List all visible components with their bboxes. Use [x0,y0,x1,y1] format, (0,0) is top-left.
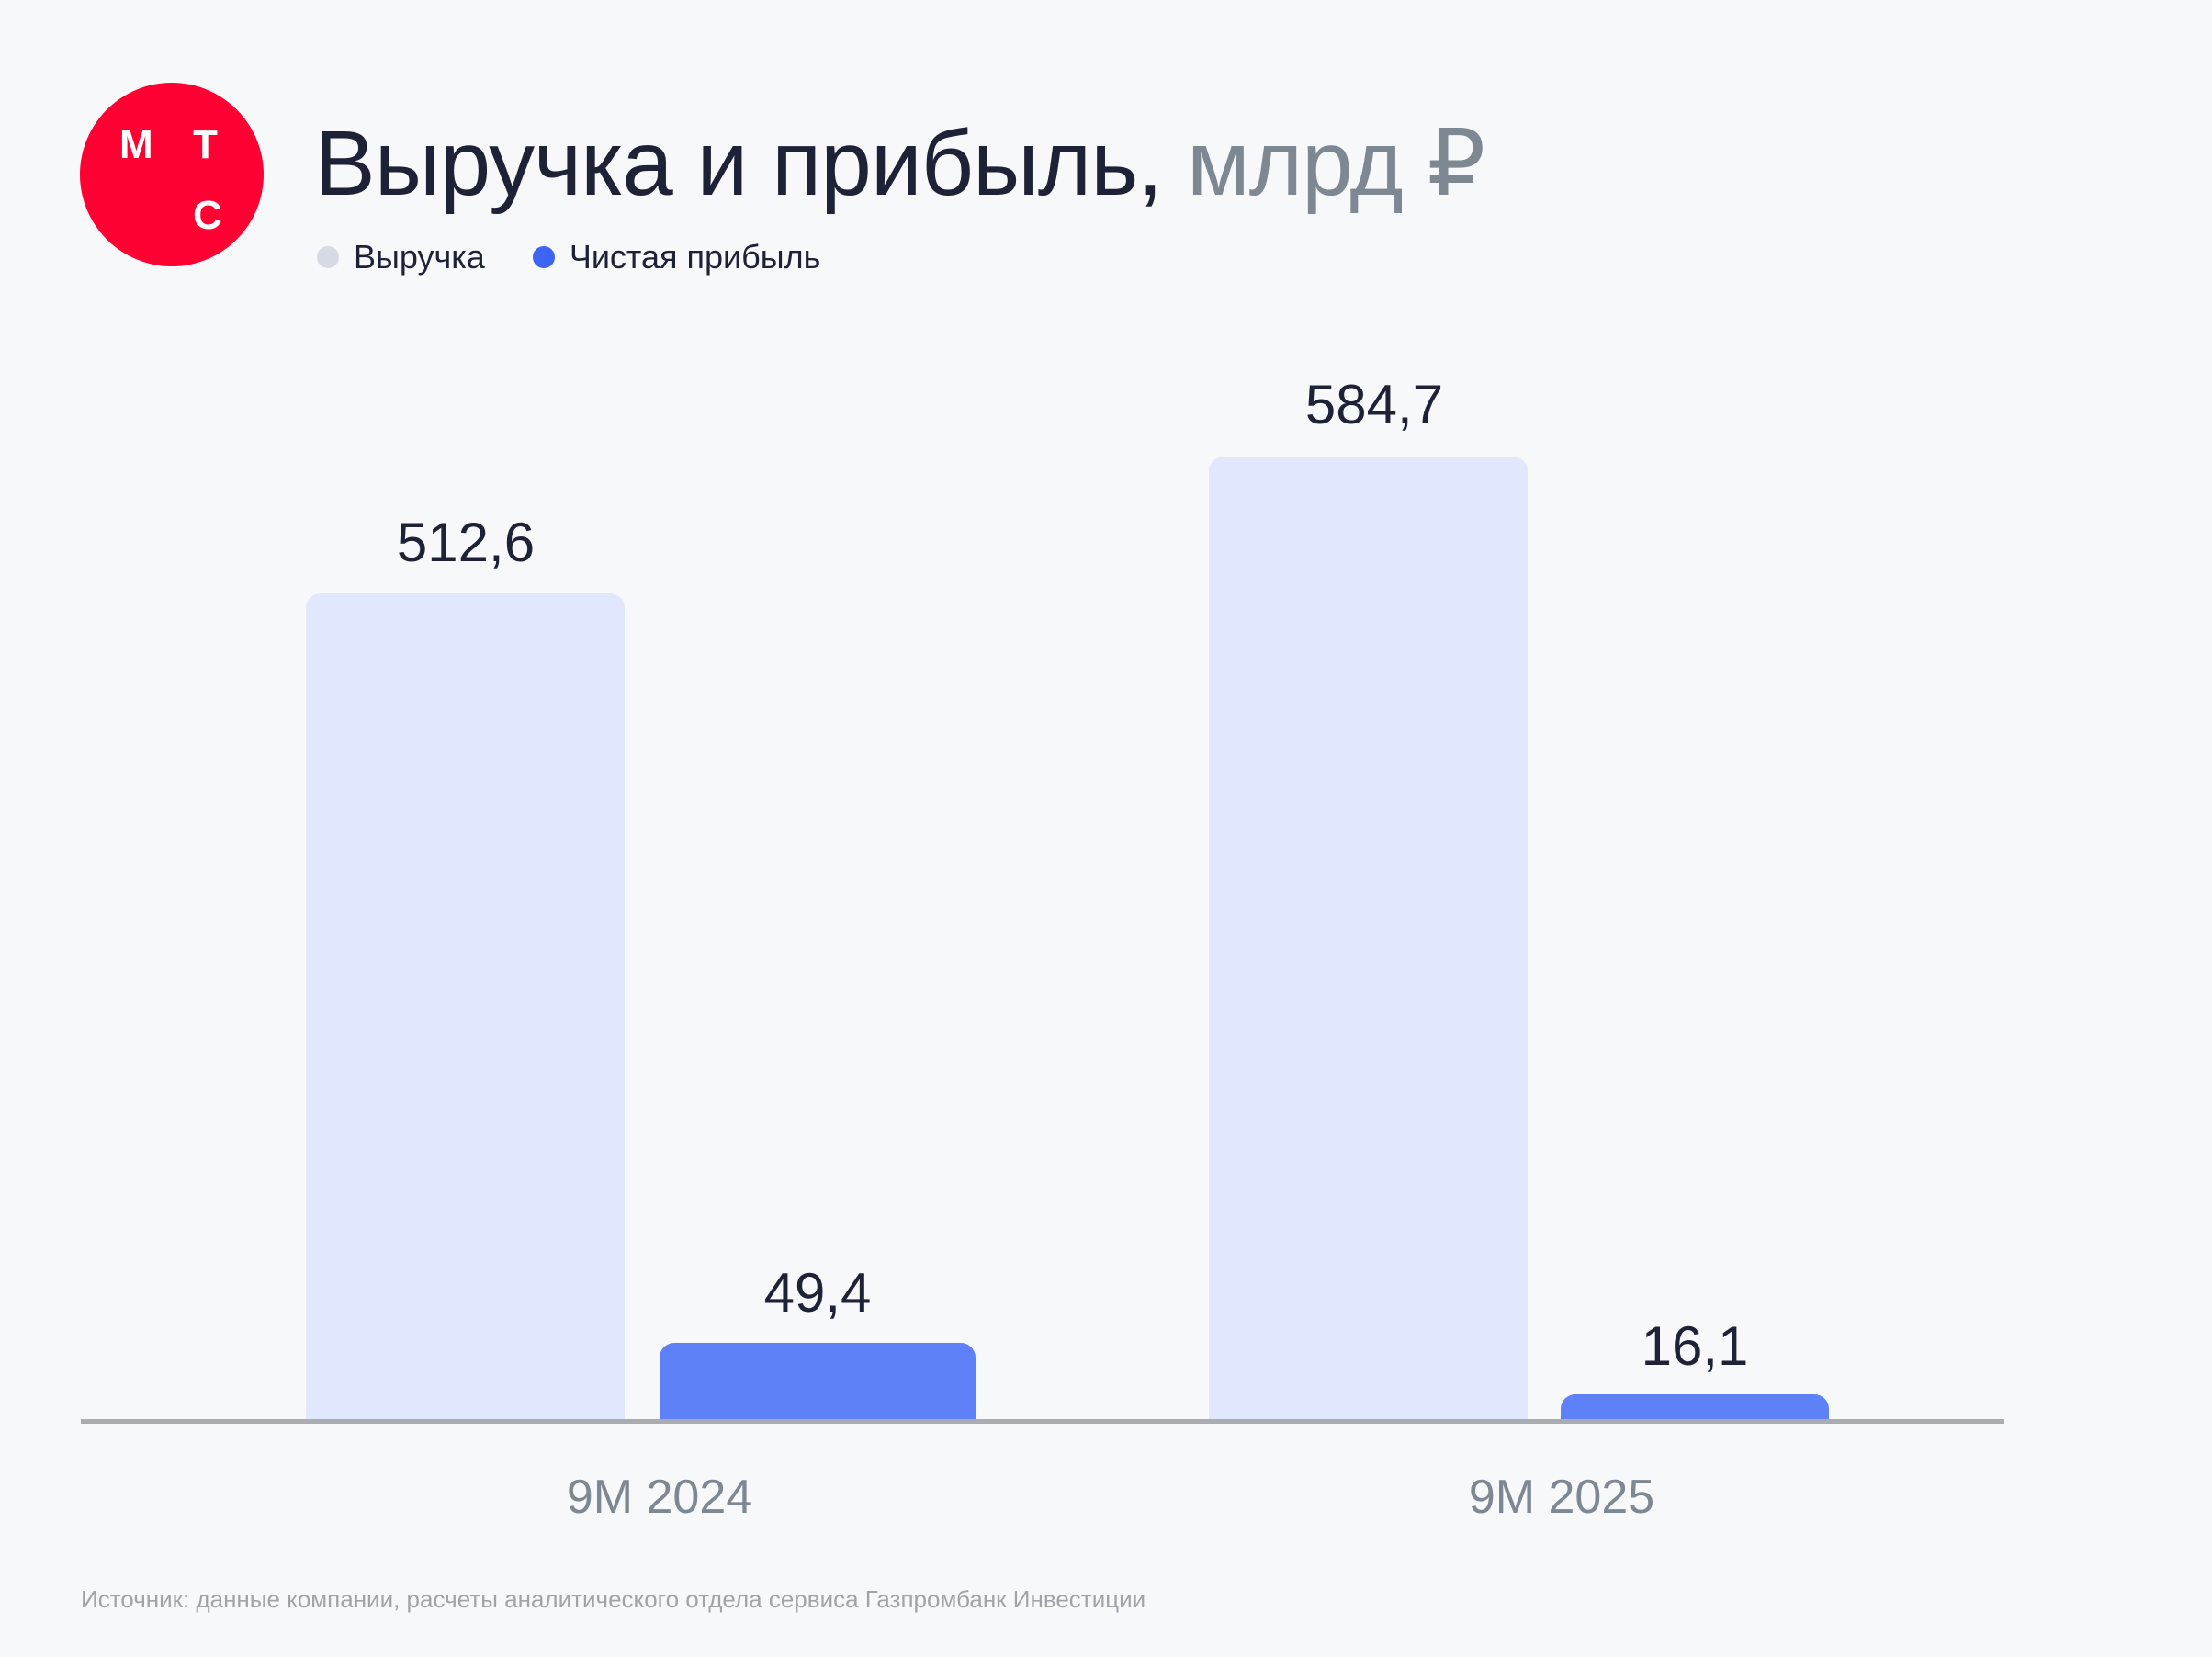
legend-item-revenue: Выручка [317,241,485,274]
bar-net-profit-2025 [1561,1394,1829,1422]
logo-letter-t: Т [193,122,218,167]
source-note: Источник: данные компании, расчеты анали… [81,1585,1146,1613]
value-label-revenue-2024: 512,6 [396,512,536,573]
logo-letter-m: М [119,122,153,167]
logo-letter-s: С [193,193,222,238]
chart-title-main: Выручка и прибыль, [314,112,1163,215]
legend-dot-net-profit-icon [532,246,555,268]
bar-net-profit-2024 [660,1343,976,1422]
value-label-profit-2025: 16,1 [1641,1315,1749,1377]
legend-dot-revenue-icon [317,246,339,268]
category-label-9m-2025: 9M 2025 [1468,1471,1655,1524]
legend-item-net-profit: Чистая прибыль [532,238,821,276]
mts-logo: М Т С [80,83,264,266]
bar-revenue-2024 [306,593,625,1422]
legend-label-net-profit: Чистая прибыль [569,238,821,276]
legend-label-revenue: Выручка [354,238,485,276]
chart-title: Выручка и прибыль, млрд ₽ [314,118,1485,209]
value-label-profit-2024: 49,4 [763,1262,872,1324]
category-label-9m-2024: 9M 2024 [566,1471,753,1524]
chart-legend: Выручка Чистая прибыль [317,241,868,274]
bar-revenue-2025 [1209,457,1528,1422]
value-label-revenue-2025: 584,7 [1304,374,1444,435]
chart-title-unit: млрд ₽ [1186,112,1485,215]
x-axis-line [81,1419,2004,1424]
